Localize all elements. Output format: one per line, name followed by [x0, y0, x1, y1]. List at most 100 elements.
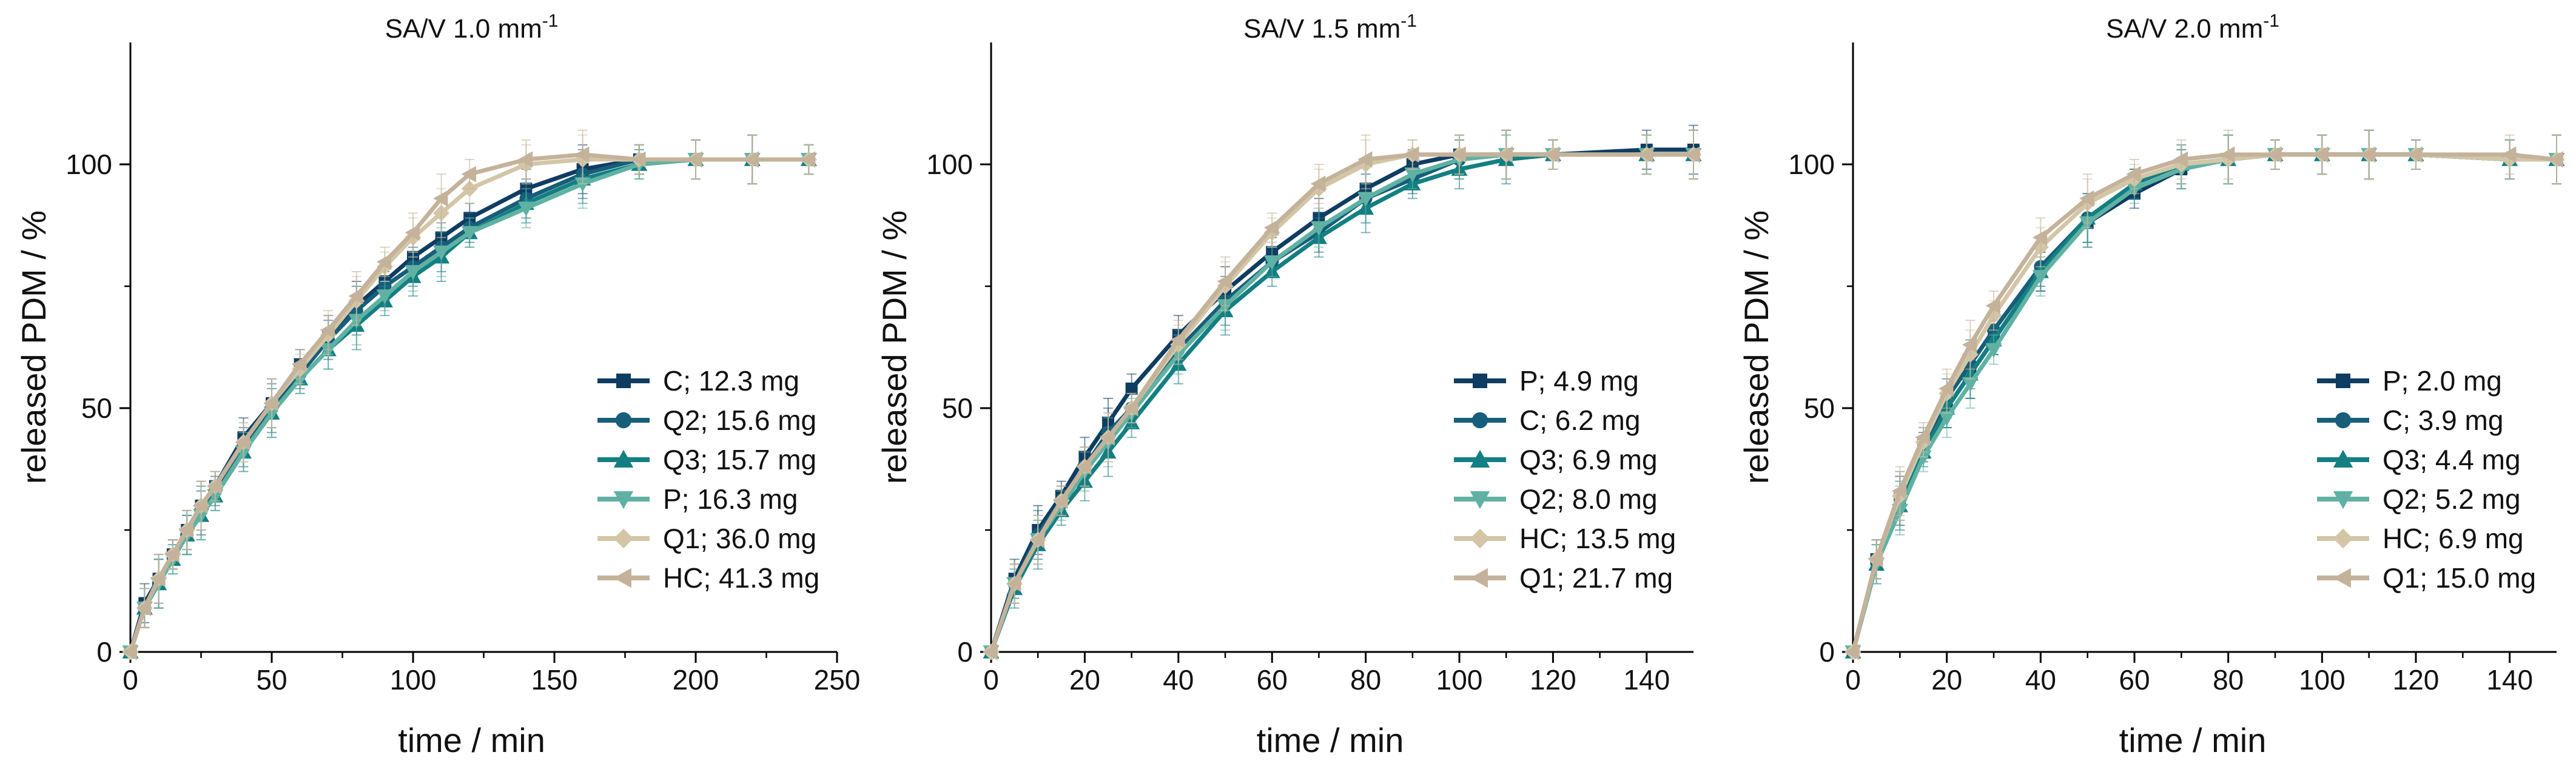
x-tick-label: 80: [2213, 664, 2244, 696]
legend-swatch-marker: [1470, 491, 1490, 509]
data-point: [164, 546, 180, 563]
data-point: [1006, 575, 1021, 592]
panel-1: SA/V 1.0 mm-1 0 50 100 150 200 250 0 50 100 time /…: [15, 11, 860, 759]
data-point: [376, 253, 392, 270]
legend-swatch-marker: [1471, 412, 1488, 429]
data-point: [2267, 146, 2282, 163]
chart-title: SA/V 1.5 mm-1: [1243, 11, 1417, 44]
data-point: [1053, 492, 1068, 509]
data-point: [1310, 221, 1327, 237]
data-point: [1451, 146, 1466, 163]
data-point: [1404, 167, 1421, 183]
data-point: [1310, 175, 1326, 192]
panel-2: SA/V 1.5 mm-1 0 20 40 60 80 100 120 140 0 50 100 tim…: [875, 11, 1702, 759]
data-point: [1123, 400, 1138, 417]
data-point: [1404, 146, 1419, 163]
legend-label: Q3; 4.4 mg: [2383, 444, 2521, 475]
data-point: [1985, 297, 2000, 314]
legend-swatch-marker: [1470, 449, 1490, 468]
x-tick-label: 60: [1257, 664, 1288, 696]
data-point: [2220, 146, 2235, 163]
x-tick-label: 20: [1931, 664, 1962, 696]
legend: P; 2.0 mg C; 3.9 mg Q3; 4.4 mg Q2; 5.2 mg HC…: [2317, 365, 2536, 594]
data-point: [1125, 382, 1138, 395]
data-point: [1845, 643, 1860, 660]
y-axis-label: released PDM / %: [1737, 210, 1775, 484]
data-point: [1076, 458, 1092, 475]
data-point: [2126, 166, 2141, 183]
legend-label: HC; 6.9 mg: [2383, 523, 2524, 554]
x-tick-label: 40: [2025, 664, 2056, 696]
legend-swatch-marker: [2333, 449, 2353, 468]
legend-label: P; 2.0 mg: [2383, 365, 2502, 397]
data-point: [1939, 380, 1954, 397]
legend-swatch-marker: [2335, 412, 2352, 429]
x-axis-label: time / min: [2119, 721, 2267, 759]
legend-swatch-marker: [615, 412, 632, 429]
legend-swatch-marker: [613, 491, 634, 509]
x-tick-label: 120: [1530, 664, 1576, 696]
x-tick-label: 250: [814, 664, 861, 696]
x-tick-label: 20: [1069, 664, 1100, 696]
x-tick-label: 150: [531, 664, 578, 696]
x-tick-label: 100: [1436, 664, 1483, 696]
legend-label: C; 3.9 mg: [2383, 404, 2503, 436]
data-point: [461, 166, 476, 183]
x-axis-label: time / min: [1257, 721, 1404, 759]
chart-title-superscript: -1: [1401, 11, 1417, 31]
legend-label: C; 6.2 mg: [1519, 404, 1640, 436]
data-point: [1100, 429, 1115, 446]
data-point: [292, 356, 307, 373]
data-point: [433, 190, 448, 207]
data-point: [207, 478, 222, 495]
data-point: [1962, 336, 1977, 353]
legend-label: Q1; 21.7 mg: [1519, 562, 1673, 594]
data-point: [150, 570, 166, 587]
data-point: [136, 600, 152, 617]
legend-swatch-marker: [2333, 491, 2353, 509]
data-point: [2032, 270, 2049, 285]
data-point: [2407, 146, 2423, 163]
data-point: [1217, 273, 1232, 290]
legend-swatch-marker: [613, 449, 634, 468]
x-tick-label: 80: [1350, 664, 1381, 696]
data-point: [1544, 146, 1560, 163]
x-tick-label: 0: [123, 664, 138, 696]
legend-label: P; 4.9 mg: [1519, 365, 1639, 397]
data-point: [193, 497, 208, 514]
series-triangle-left: [1845, 129, 2563, 660]
y-axis-label: released PDM / %: [15, 210, 53, 484]
data-point: [2032, 229, 2048, 246]
legend-label: P; 16.3 mg: [663, 483, 798, 515]
legend-label: Q2; 5.2 mg: [2383, 483, 2521, 515]
chart-title-text: SA/V 1.0 mm: [385, 14, 542, 44]
data-point: [1498, 146, 1513, 163]
y-tick-label: 100: [66, 149, 112, 180]
data-point: [2313, 146, 2329, 163]
x-tick-label: 60: [2119, 664, 2150, 696]
legend-label: Q1; 36.0 mg: [663, 523, 816, 554]
data-point: [1939, 411, 1956, 426]
x-tick-label: 200: [673, 664, 719, 696]
y-tick-label: 50: [1804, 392, 1835, 424]
legend-swatch-marker: [1473, 374, 1487, 388]
y-tick-label: 50: [942, 392, 973, 424]
data-point: [1170, 331, 1185, 348]
data-point: [1029, 531, 1044, 548]
legend-swatch-marker: [2336, 374, 2350, 388]
legend: C; 12.3 mg Q2; 15.6 mg Q3; 15.7 mg P; 16.3 …: [597, 365, 819, 594]
data-point: [2501, 146, 2517, 163]
legend-swatch-marker: [1470, 528, 1490, 549]
data-point: [263, 395, 278, 412]
data-point: [1891, 483, 1907, 500]
y-tick-label: 100: [1788, 149, 1835, 180]
chart-title-superscript: -1: [542, 11, 559, 31]
legend-label: HC; 41.3 mg: [663, 562, 819, 594]
data-point: [376, 289, 393, 304]
x-tick-label: 120: [2393, 664, 2440, 696]
data-point: [461, 226, 478, 241]
data-point: [983, 643, 998, 660]
data-point: [2548, 151, 2563, 168]
data-point: [2361, 146, 2376, 163]
data-point: [235, 434, 251, 451]
